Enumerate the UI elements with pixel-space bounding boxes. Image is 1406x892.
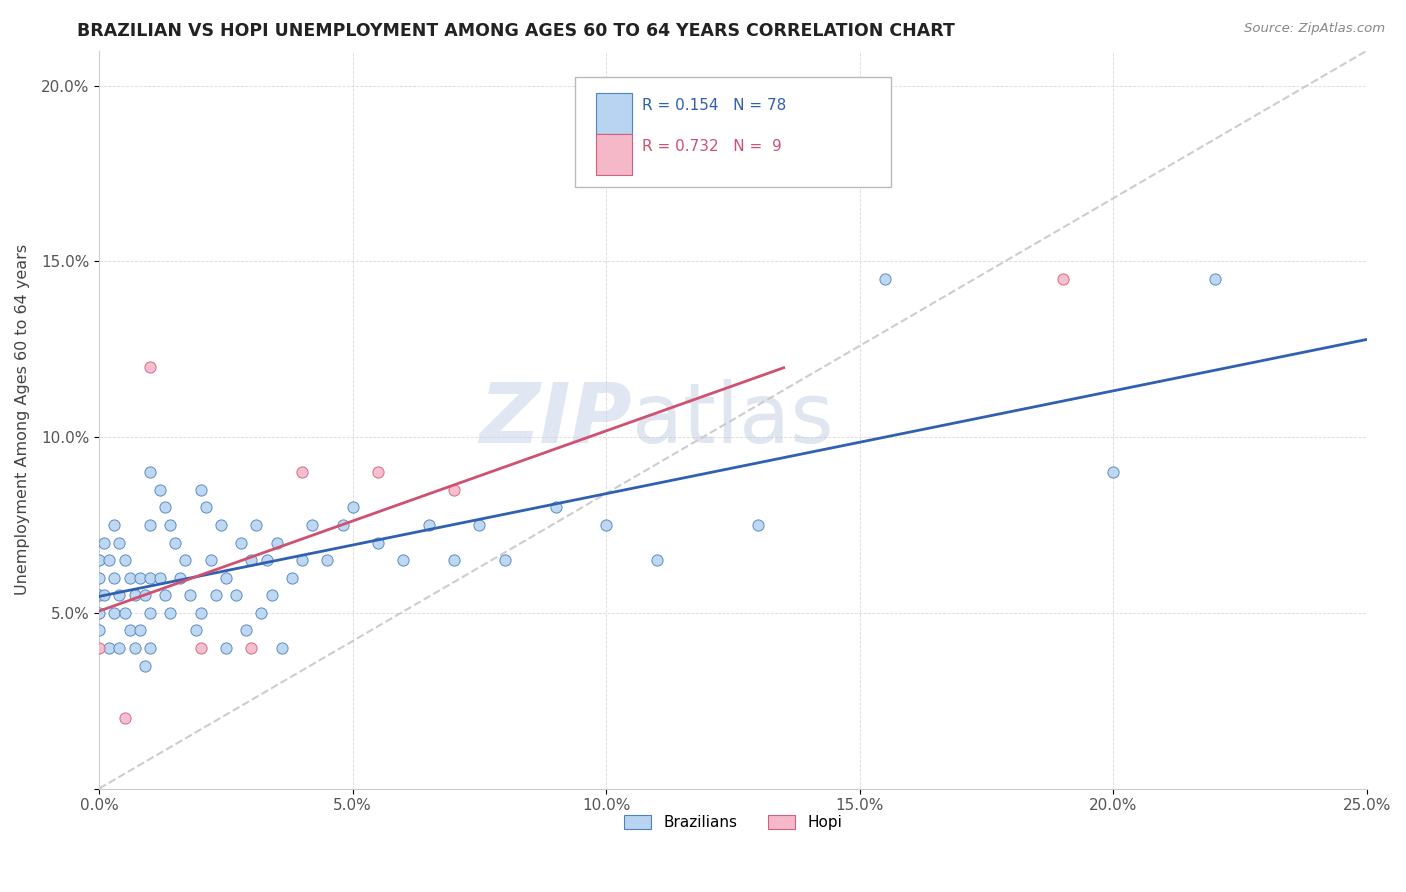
- Point: [134, 658, 156, 673]
- Point: [139, 518, 162, 533]
- Point: [225, 588, 247, 602]
- Point: [103, 606, 125, 620]
- Point: [93, 535, 115, 549]
- Point: [215, 571, 238, 585]
- Point: [1052, 272, 1074, 286]
- Point: [89, 553, 111, 567]
- Point: [645, 553, 668, 567]
- Point: [103, 571, 125, 585]
- Point: [139, 465, 162, 479]
- Text: BRAZILIAN VS HOPI UNEMPLOYMENT AMONG AGES 60 TO 64 YEARS CORRELATION CHART: BRAZILIAN VS HOPI UNEMPLOYMENT AMONG AGE…: [77, 22, 955, 40]
- Point: [468, 518, 491, 533]
- Point: [118, 571, 141, 585]
- Point: [392, 553, 415, 567]
- Point: [205, 588, 228, 602]
- Point: [1102, 465, 1125, 479]
- Point: [98, 553, 121, 567]
- Point: [367, 535, 389, 549]
- Point: [184, 624, 207, 638]
- Point: [174, 553, 197, 567]
- Point: [89, 606, 111, 620]
- Point: [215, 640, 238, 655]
- Point: [418, 518, 440, 533]
- Point: [124, 640, 146, 655]
- Point: [139, 359, 162, 374]
- Point: [139, 571, 162, 585]
- Point: [103, 518, 125, 533]
- Point: [332, 518, 354, 533]
- Text: Source: ZipAtlas.com: Source: ZipAtlas.com: [1244, 22, 1385, 36]
- Point: [159, 606, 181, 620]
- Point: [153, 500, 176, 515]
- Point: [250, 606, 273, 620]
- Point: [89, 588, 111, 602]
- Point: [114, 606, 136, 620]
- Point: [128, 571, 150, 585]
- Point: [260, 588, 283, 602]
- Point: [190, 483, 212, 497]
- Point: [494, 553, 516, 567]
- Point: [108, 588, 131, 602]
- Point: [194, 500, 217, 515]
- Text: atlas: atlas: [631, 379, 834, 460]
- Text: R = 0.732   N =  9: R = 0.732 N = 9: [641, 139, 782, 154]
- Y-axis label: Unemployment Among Ages 60 to 64 years: Unemployment Among Ages 60 to 64 years: [15, 244, 30, 595]
- Point: [114, 553, 136, 567]
- FancyBboxPatch shape: [596, 94, 631, 134]
- Text: R = 0.154   N = 78: R = 0.154 N = 78: [641, 98, 786, 113]
- Point: [139, 606, 162, 620]
- Point: [134, 588, 156, 602]
- Point: [231, 535, 253, 549]
- Point: [316, 553, 339, 567]
- Point: [291, 465, 314, 479]
- Point: [443, 483, 465, 497]
- Point: [139, 640, 162, 655]
- Point: [301, 518, 323, 533]
- FancyBboxPatch shape: [596, 134, 631, 175]
- Point: [179, 588, 201, 602]
- Point: [595, 518, 617, 533]
- Point: [118, 624, 141, 638]
- Point: [235, 624, 257, 638]
- Text: ZIP: ZIP: [479, 379, 631, 460]
- Point: [190, 640, 212, 655]
- FancyBboxPatch shape: [575, 77, 891, 187]
- Point: [281, 571, 304, 585]
- Point: [291, 553, 314, 567]
- Point: [124, 588, 146, 602]
- Point: [240, 640, 263, 655]
- Point: [209, 518, 232, 533]
- Point: [270, 640, 292, 655]
- Point: [747, 518, 769, 533]
- Point: [93, 588, 115, 602]
- Point: [245, 518, 267, 533]
- Point: [875, 272, 897, 286]
- Point: [108, 535, 131, 549]
- Point: [240, 553, 263, 567]
- Point: [108, 640, 131, 655]
- Point: [89, 624, 111, 638]
- Point: [367, 465, 389, 479]
- Point: [443, 553, 465, 567]
- Point: [266, 535, 288, 549]
- Point: [165, 535, 187, 549]
- Point: [159, 518, 181, 533]
- Point: [256, 553, 278, 567]
- Point: [342, 500, 364, 515]
- Point: [190, 606, 212, 620]
- Point: [89, 571, 111, 585]
- Point: [128, 624, 150, 638]
- Point: [169, 571, 191, 585]
- Point: [149, 483, 172, 497]
- Point: [89, 640, 111, 655]
- Point: [98, 640, 121, 655]
- Legend: Brazilians, Hopi: Brazilians, Hopi: [617, 809, 849, 836]
- Point: [149, 571, 172, 585]
- Point: [1204, 272, 1226, 286]
- Point: [153, 588, 176, 602]
- Point: [200, 553, 222, 567]
- Point: [114, 711, 136, 725]
- Point: [544, 500, 567, 515]
